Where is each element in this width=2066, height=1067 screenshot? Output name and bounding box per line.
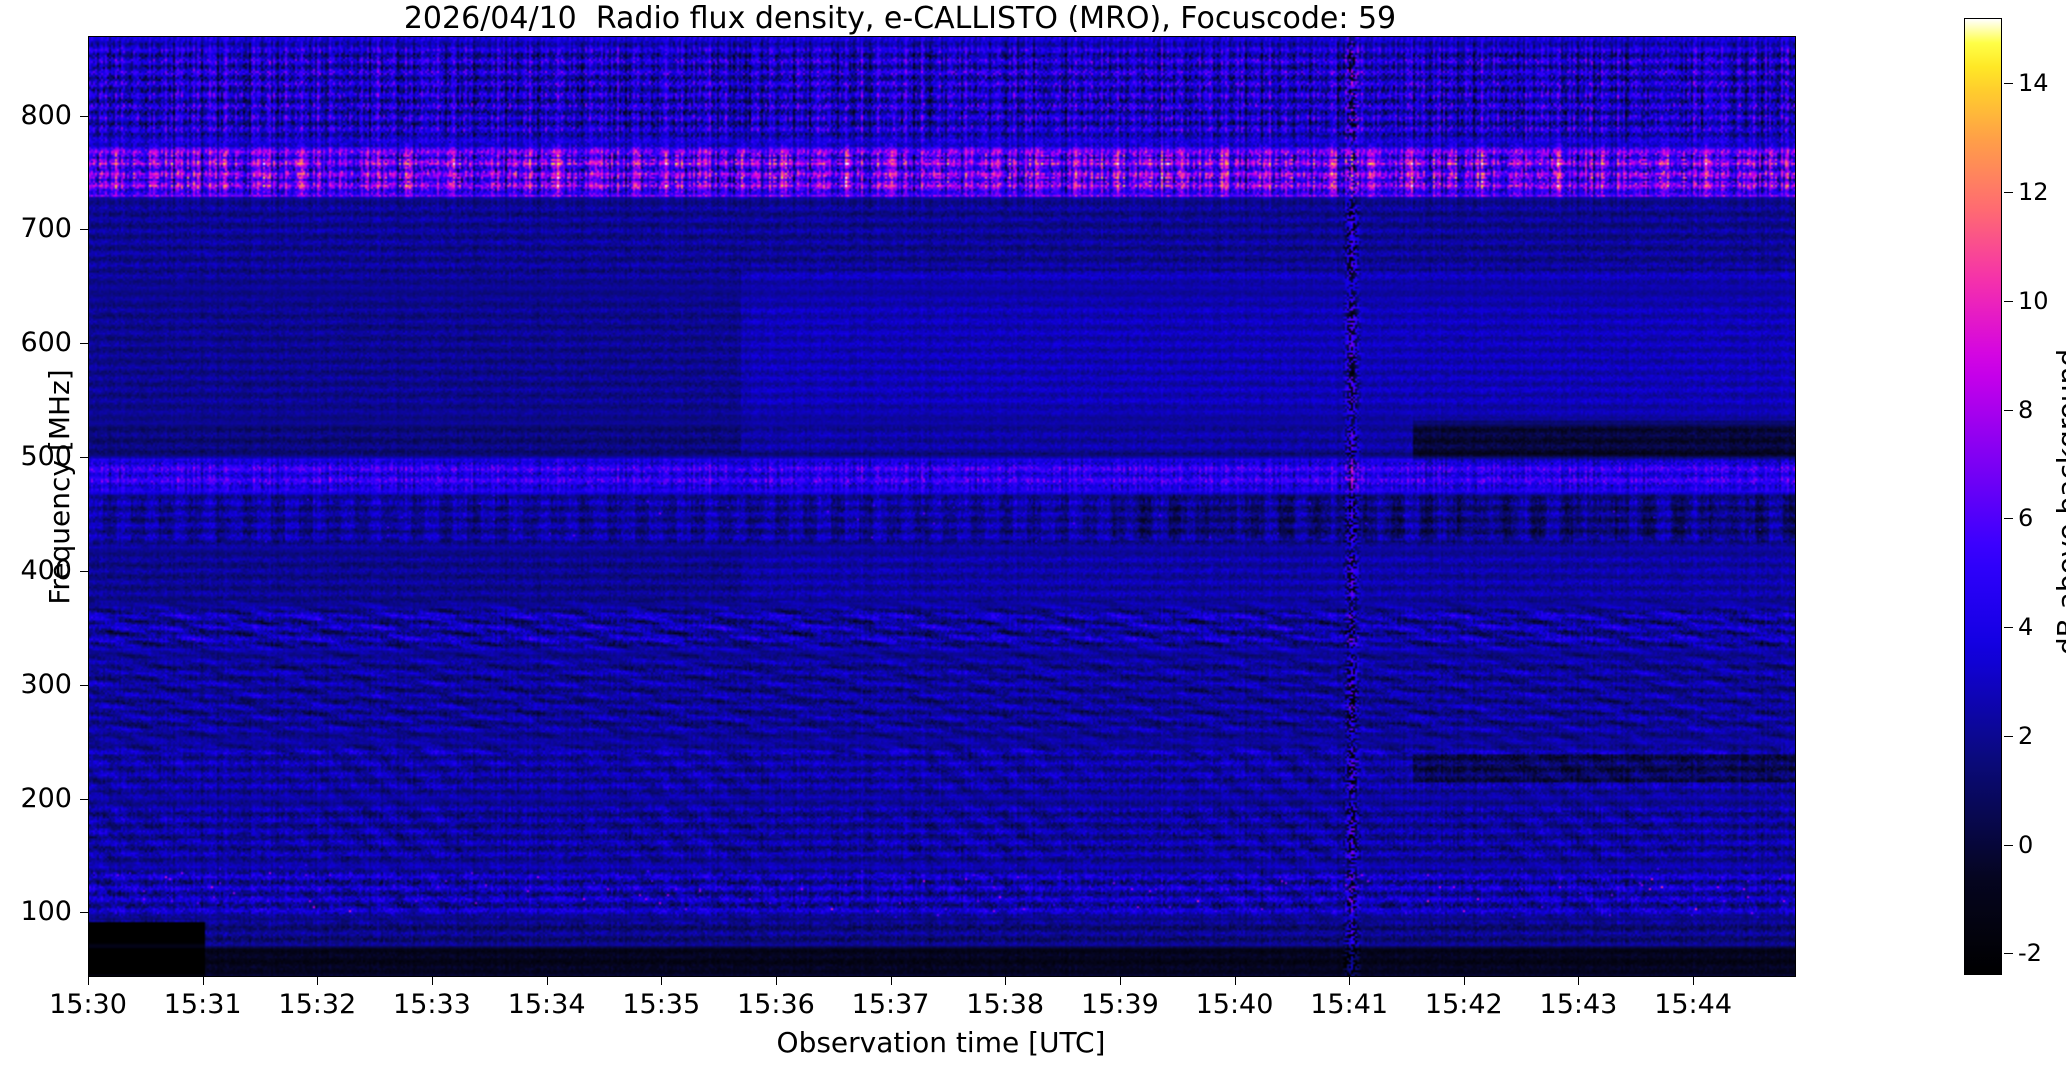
x-tick-mark [775,977,777,985]
x-tick-label: 15:41 [1310,989,1389,1020]
x-tick-label: 15:40 [1195,989,1274,1020]
x-tick-mark [661,977,663,985]
x-axis-label: Observation time [UTC] [776,1026,1106,1059]
x-tick-label: 15:34 [507,989,586,1020]
colorbar-tick-label: 10 [2018,286,2049,315]
y-tick-label: 300 [20,668,72,700]
y-tick-mark [80,115,88,117]
y-tick-mark [80,457,88,459]
y-tick-label: 500 [20,441,72,473]
colorbar-tick-label: -2 [2018,939,2042,968]
x-tick-label: 15:38 [966,989,1045,1020]
colorbar-gradient [1964,18,2002,975]
x-tick-mark [202,977,204,985]
x-tick-mark [1005,977,1007,985]
y-tick-label: 600 [20,327,72,359]
colorbar-tick-label: 4 [2018,613,2034,641]
x-tick-label: 15:37 [851,989,930,1020]
y-tick-mark [80,570,88,572]
x-tick-mark [431,977,433,985]
colorbar-tick-mark [2004,844,2013,846]
x-tick-mark [1463,977,1465,985]
x-tick-label: 15:33 [393,989,471,1020]
x-tick-label: 15:44 [1654,989,1732,1020]
x-tick-mark [1693,977,1695,985]
colorbar-tick-label: 8 [2018,395,2034,424]
spectrogram-image [89,37,1795,976]
x-tick-label: 15:39 [1080,989,1159,1020]
colorbar[interactable] [1964,18,2002,975]
y-tick-label: 700 [20,213,72,245]
x-tick-mark [890,977,892,985]
x-tick-label: 15:35 [622,989,701,1020]
colorbar-tick-label: 14 [2018,69,2049,98]
y-tick-label: 400 [20,554,72,586]
x-tick-mark [1578,977,1580,985]
y-tick-label: 800 [20,99,72,131]
x-tick-mark [1234,977,1236,985]
x-tick-mark [317,977,319,985]
colorbar-tick-mark [2004,627,2013,628]
y-tick-mark [80,343,88,345]
x-tick-mark [1349,977,1351,985]
y-tick-mark [80,229,88,231]
spectrogram-plot[interactable] [88,36,1796,977]
x-tick-label: 15:43 [1539,989,1618,1020]
y-tick-label: 100 [20,896,72,928]
colorbar-tick-mark [2004,409,2013,411]
colorbar-tick-label: 12 [2018,178,2049,206]
colorbar-tick-mark [2004,518,2013,520]
y-tick-mark [80,912,88,914]
y-tick-mark [80,798,88,800]
colorbar-tick-mark [2004,83,2013,85]
y-tick-label: 200 [20,782,72,814]
chart-title: 2026/04/10 Radio flux density, e-CALLIST… [403,1,1397,36]
x-tick-mark [1119,977,1121,985]
colorbar-tick-label: 0 [2018,830,2034,859]
y-tick-mark [80,684,88,686]
x-tick-mark [88,977,89,985]
colorbar-tick-mark [2004,300,2013,302]
x-tick-mark [546,977,548,985]
x-tick-label: 15:30 [49,989,127,1020]
x-tick-label: 15:31 [163,989,242,1020]
x-tick-label: 15:42 [1424,989,1503,1020]
x-tick-label: 15:36 [736,989,815,1020]
colorbar-tick-label: 6 [2018,504,2034,533]
colorbar-tick-label: 2 [2018,721,2034,750]
colorbar-tick-mark [2004,953,2013,955]
x-tick-label: 15:32 [278,989,357,1020]
colorbar-tick-mark [2004,735,2013,737]
colorbar-tick-mark [2004,192,2013,193]
colorbar-label: dB above background [2051,348,2066,656]
